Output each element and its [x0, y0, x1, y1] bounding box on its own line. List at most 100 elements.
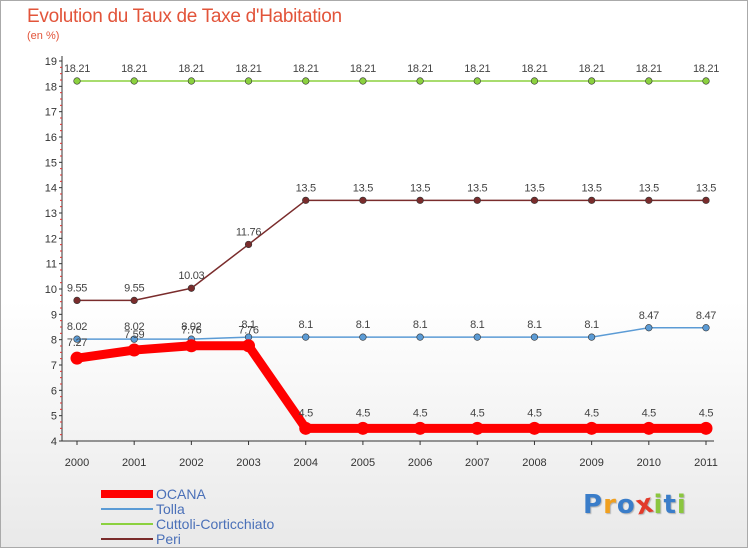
- data-label: 13.5: [467, 182, 487, 194]
- data-label: 8.1: [413, 319, 428, 331]
- x-tick-label: 2004: [293, 457, 317, 469]
- data-label: 4.5: [299, 407, 314, 419]
- data-point: [473, 333, 481, 341]
- chart-title: Evolution du Taux de Taxe d'Habitation: [27, 6, 342, 27]
- data-label: 8.02: [67, 321, 87, 333]
- data-point: [299, 421, 313, 435]
- data-label: 4.5: [584, 407, 599, 419]
- data-point: [588, 77, 596, 85]
- data-point: [645, 77, 653, 85]
- data-point: [645, 324, 653, 332]
- legend-swatch: [101, 523, 153, 525]
- data-point: [359, 196, 367, 204]
- data-point: [302, 196, 310, 204]
- x-tick-label: 2002: [179, 457, 203, 469]
- data-point: [359, 77, 367, 85]
- proxiti-logo: Proxiti: [583, 488, 687, 521]
- data-label: 4.5: [470, 407, 485, 419]
- y-tick-label: 14: [45, 183, 57, 195]
- data-point: [413, 421, 427, 435]
- legend-swatch: [101, 508, 153, 510]
- data-label: 4.5: [413, 407, 428, 419]
- data-label: 4.5: [527, 407, 542, 419]
- x-tick-label: 2008: [522, 457, 546, 469]
- data-label: 9.55: [67, 282, 87, 294]
- data-label: 8.1: [356, 319, 371, 331]
- data-point: [187, 77, 195, 85]
- y-tick-label: 13: [45, 208, 57, 220]
- legend-swatch: [101, 490, 153, 498]
- data-point: [242, 339, 256, 353]
- data-point: [588, 333, 596, 341]
- logo-letter: P: [583, 490, 604, 520]
- data-point: [127, 343, 141, 357]
- data-label: 18.21: [407, 63, 433, 75]
- data-label: 18.21: [178, 63, 204, 75]
- y-tick-label: 5: [51, 411, 57, 423]
- data-point: [130, 77, 138, 85]
- data-point: [244, 77, 253, 85]
- data-label: 8.1: [241, 319, 256, 331]
- y-tick-label: 10: [45, 284, 57, 296]
- legend-label: OCANA: [156, 486, 206, 502]
- data-label: 8.02: [124, 321, 144, 333]
- data-label: 8.1: [584, 319, 599, 331]
- data-point: [470, 421, 484, 435]
- legend-label: Peri: [156, 531, 181, 547]
- data-point: [73, 77, 81, 85]
- data-label: 18.21: [579, 63, 605, 75]
- data-point: [416, 77, 424, 85]
- data-point: [645, 196, 653, 204]
- y-tick-label: 8: [51, 335, 57, 347]
- data-label: 8.1: [470, 319, 485, 331]
- data-label: 18.21: [293, 63, 319, 75]
- data-point: [130, 335, 138, 343]
- data-point: [530, 196, 539, 204]
- data-label: 18.21: [64, 63, 90, 75]
- data-point: [130, 296, 138, 305]
- data-point: [416, 333, 424, 341]
- x-tick-label: 2007: [465, 457, 489, 469]
- data-label: 8.1: [527, 319, 542, 331]
- data-label: 18.21: [121, 63, 147, 75]
- data-point: [73, 296, 81, 305]
- data-label: 4.5: [356, 407, 371, 419]
- data-label: 18.21: [464, 63, 490, 75]
- data-label: 13.5: [582, 182, 602, 194]
- x-tick-label: 2010: [637, 457, 661, 469]
- data-point: [473, 77, 481, 85]
- chart-unit-label: (en %): [27, 30, 60, 42]
- data-label: 7.76: [238, 325, 258, 337]
- data-label: 10.03: [178, 270, 204, 282]
- y-tick-label: 19: [45, 56, 57, 68]
- data-point: [585, 421, 599, 435]
- data-point: [699, 421, 713, 435]
- data-point: [302, 333, 310, 341]
- data-label: 13.5: [296, 182, 316, 194]
- y-tick-label: 9: [51, 309, 57, 321]
- data-point: [416, 196, 424, 204]
- x-tick-label: 2003: [236, 457, 260, 469]
- data-point: [473, 196, 481, 204]
- x-tick-label: 2001: [122, 457, 146, 469]
- data-point: [530, 333, 539, 341]
- y-tick-label: 4: [51, 436, 57, 448]
- data-label: 4.5: [642, 407, 657, 419]
- data-label: 7.59: [124, 329, 144, 341]
- data-label: 13.5: [524, 182, 544, 194]
- series-line-ocana: [72, 341, 711, 433]
- data-label: 9.55: [124, 282, 144, 294]
- data-label: 8.47: [696, 310, 716, 322]
- data-label: 13.5: [353, 182, 373, 194]
- y-tick-label: 12: [45, 233, 57, 245]
- data-label: 18.21: [693, 63, 719, 75]
- series-line-tolla: [76, 327, 707, 340]
- legend-swatch: [101, 538, 153, 540]
- logo-letter: r: [603, 490, 617, 520]
- y-tick-label: 16: [45, 132, 57, 144]
- logo-letter: t: [663, 490, 677, 520]
- data-point: [73, 335, 81, 343]
- data-label: 18.21: [636, 63, 662, 75]
